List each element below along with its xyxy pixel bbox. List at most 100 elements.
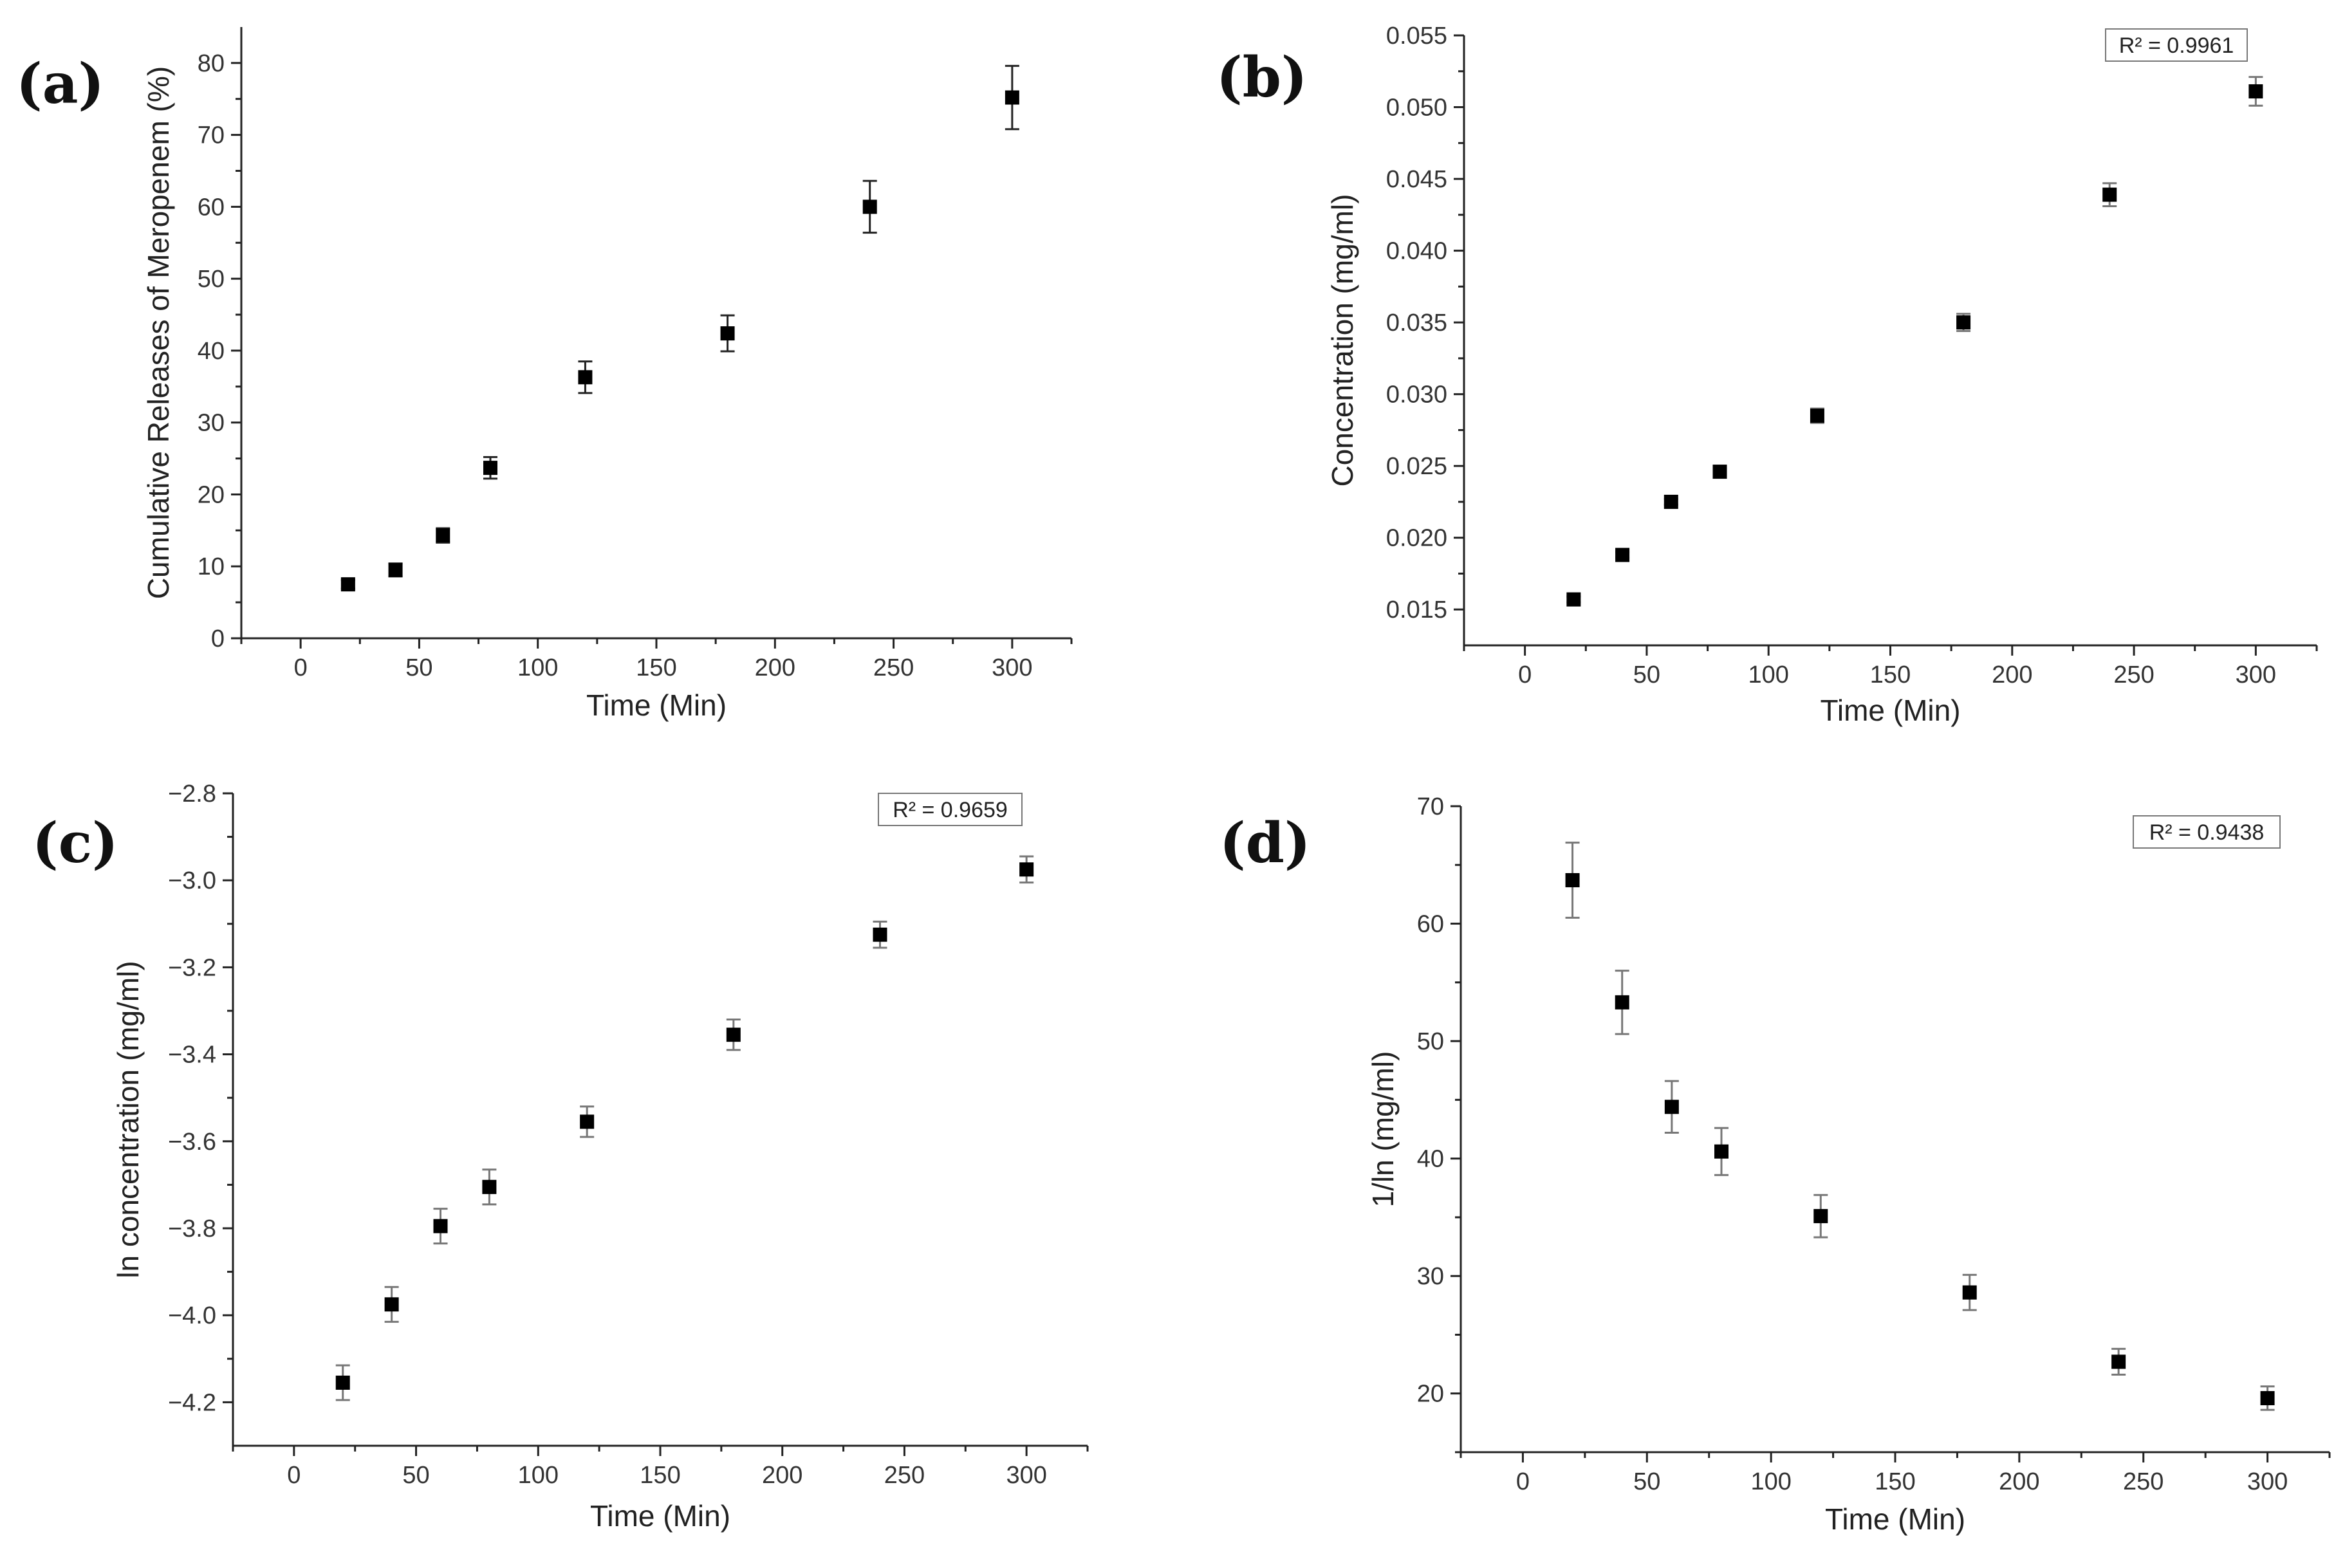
y-tick-label: −3.0 (168, 867, 216, 894)
y-tick-label: 0.045 (1386, 166, 1447, 193)
x-tick-label: 50 (402, 1462, 429, 1489)
x-tick-label: 300 (2247, 1468, 2288, 1495)
x-tick-label: 150 (636, 654, 676, 681)
data-point (1664, 494, 1678, 509)
y-axis-title: Cumulative Releases of Meropenem (%) (142, 66, 175, 599)
y-tick-label: 30 (198, 410, 225, 437)
data-point (335, 1375, 350, 1390)
data-point (1813, 1209, 1828, 1224)
x-tick-label: 100 (518, 1462, 559, 1489)
x-tick-label: 0 (294, 654, 308, 681)
y-tick-label: 40 (1417, 1146, 1444, 1173)
panel-b: 0 50 100 150 200 250 300 0.015 0.020 0.025 0.030 0.… (1216, 23, 2318, 727)
x-tick-label: 250 (884, 1462, 925, 1489)
y-axis-title: 1/ln (mg/ml) (1366, 1051, 1400, 1208)
data-point (2260, 1391, 2275, 1406)
y-tick-label: 0.020 (1386, 525, 1447, 552)
y-tick-label: 30 (1417, 1263, 1444, 1290)
data-point (1005, 90, 1019, 105)
x-tick-label: 0 (1516, 1468, 1530, 1495)
data-point (720, 326, 735, 341)
data-point (1565, 873, 1580, 888)
data-point (580, 1114, 595, 1129)
x-tick-label: 200 (1999, 1468, 2039, 1495)
x-tick-label: 100 (1748, 661, 1789, 688)
y-tick-label: −3.6 (168, 1129, 216, 1156)
r2-box (2105, 28, 2248, 62)
data-point (2111, 1354, 2126, 1369)
data-point (483, 461, 497, 475)
data-point (388, 562, 403, 577)
x-axis-title: Time (Min) (586, 688, 727, 722)
y-tick-label: 0 (211, 625, 225, 652)
data-point (1566, 592, 1581, 607)
y-tick-label: 50 (1417, 1028, 1444, 1055)
r2-label: R² = 0.9438 (2149, 820, 2265, 845)
panel-label: (d) (1219, 811, 1311, 876)
data-point (726, 1028, 741, 1042)
y-tick-label: 20 (198, 481, 225, 508)
y-tick-label: 60 (198, 194, 225, 221)
y-tick-label: 20 (1417, 1381, 1444, 1408)
y-tick-label: 0.050 (1386, 95, 1447, 122)
x-tick-label: 250 (2113, 661, 2154, 688)
data-point (1615, 548, 1630, 562)
x-axis-title: Time (Min) (1820, 694, 1960, 727)
panel-d: 0 50 100 150 200 250 300 20 30 40 50 60 70 Time (Min)… (1219, 793, 2331, 1536)
panel-c: 0 50 100 150 200 250 300 −4.2 −4.0 −3.8 −3.6 −3.4 −3… (32, 780, 1089, 1533)
y-tick-label: 0.035 (1386, 309, 1447, 337)
data-point (2102, 187, 2117, 202)
y-tick-label: 0.025 (1386, 453, 1447, 480)
data-point (436, 528, 450, 543)
panel-label: (a) (16, 51, 104, 116)
r2-box (878, 793, 1023, 826)
data-point (862, 199, 877, 214)
x-tick-label: 100 (1750, 1468, 1791, 1495)
data-point (1712, 465, 1727, 479)
data-point (482, 1179, 497, 1194)
data-point (1962, 1285, 1977, 1300)
data-point (340, 577, 355, 592)
data-point (873, 927, 887, 942)
y-tick-label: −3.4 (168, 1042, 216, 1069)
panel-label: (b) (1216, 45, 1308, 110)
y-axis-title: Concentration (mg/ml) (1326, 194, 1359, 486)
y-tick-label: −2.8 (168, 780, 216, 807)
x-tick-label: 200 (1992, 661, 2032, 688)
data-point (1956, 315, 1971, 330)
y-axis-title: ln concentration (mg/ml) (111, 961, 145, 1278)
panel-label: (c) (32, 811, 118, 876)
x-axis-title: Time (Min) (590, 1499, 730, 1533)
x-tick-label: 300 (992, 654, 1032, 681)
data-point (433, 1219, 448, 1233)
y-tick-label: 60 (1417, 911, 1444, 938)
panel-a: 0 50 100 150 200 250 300 0 10 20 30 40 50 60 70 80 Time … (16, 27, 1073, 722)
x-tick-label: 150 (1875, 1468, 1915, 1495)
x-axis-title: Time (Min) (1825, 1502, 1965, 1536)
y-tick-label: 80 (198, 50, 225, 77)
r2-box (2133, 815, 2281, 849)
data-point (578, 370, 593, 385)
y-tick-label: −3.2 (168, 954, 216, 981)
x-tick-label: 200 (755, 654, 795, 681)
y-tick-label: 0.055 (1386, 23, 1447, 50)
y-tick-label: 70 (1417, 793, 1444, 820)
data-point (384, 1297, 399, 1312)
y-tick-label: 70 (198, 122, 225, 149)
y-tick-label: 0.015 (1386, 596, 1447, 623)
x-tick-label: 300 (1006, 1462, 1046, 1489)
r2-label: R² = 0.9659 (893, 798, 1008, 822)
x-tick-label: 250 (2123, 1468, 2164, 1495)
data-point (1664, 1100, 1679, 1114)
r2-label: R² = 0.9961 (2119, 33, 2234, 58)
data-point (1810, 409, 1824, 423)
x-tick-label: 150 (640, 1462, 680, 1489)
y-tick-label: −3.8 (168, 1215, 216, 1242)
y-tick-label: −4.2 (168, 1389, 216, 1416)
data-point (2248, 84, 2263, 98)
x-tick-label: 50 (1633, 1468, 1660, 1495)
x-tick-label: 200 (762, 1462, 802, 1489)
y-tick-label: 50 (198, 266, 225, 293)
y-tick-label: 0.040 (1386, 238, 1447, 265)
